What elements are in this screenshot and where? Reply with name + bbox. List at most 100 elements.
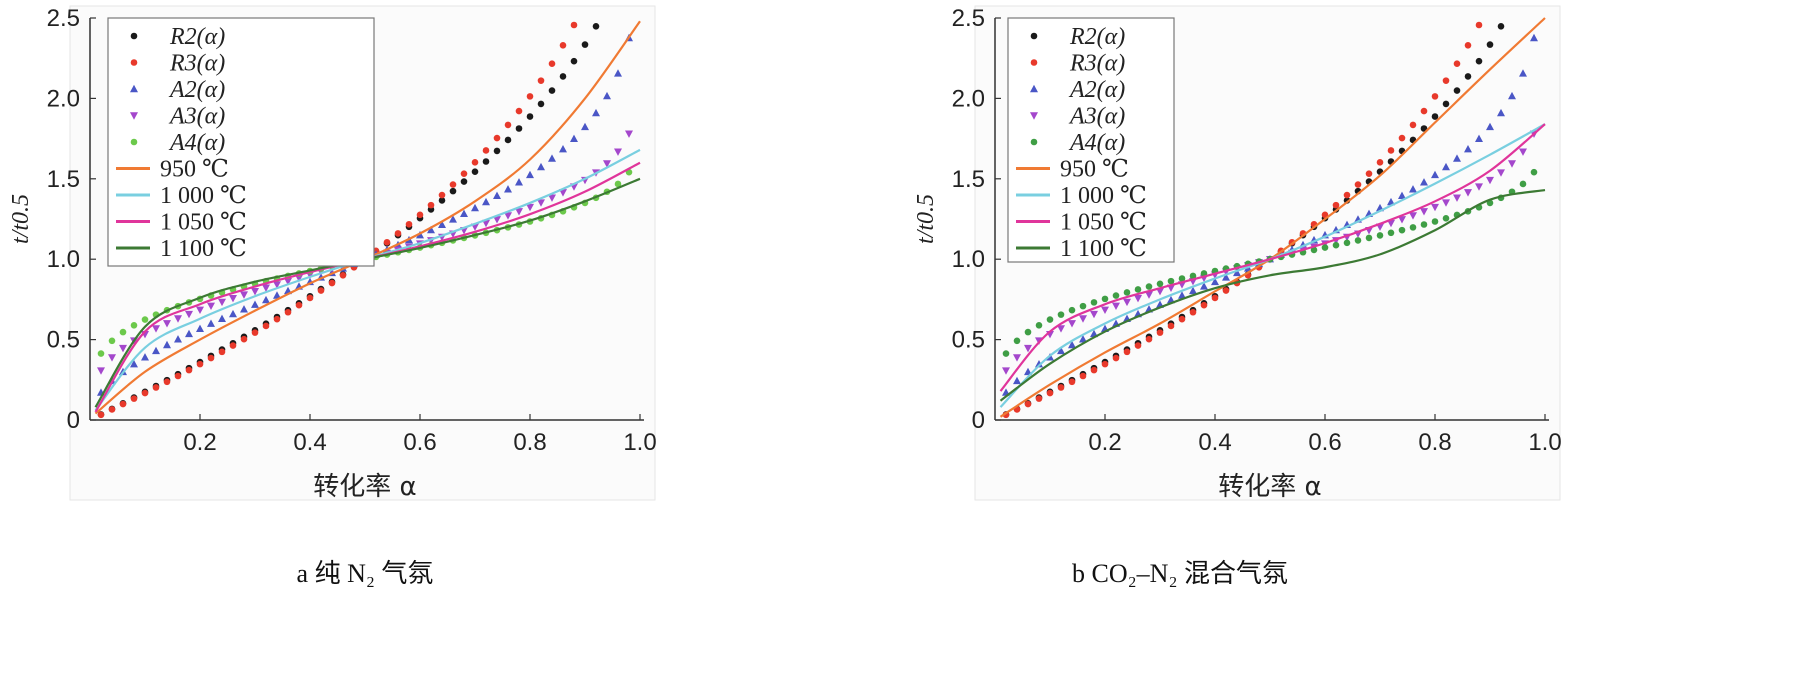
- data-point: [1112, 354, 1120, 362]
- data-point: [273, 281, 281, 289]
- chart-panel-b: 0 0.5 1.0 1.5 2.0 2.5 0.2 0.4 0.6 0.8 1.0 转化率 α t/t0…: [913, 5, 1562, 588]
- data-point: [427, 225, 435, 234]
- data-point: [515, 125, 523, 132]
- data-point: [207, 354, 215, 362]
- data-point: [1332, 201, 1340, 209]
- data-point: [1486, 41, 1494, 48]
- data-point: [1112, 302, 1120, 310]
- data-point: [1420, 208, 1428, 216]
- data-point: [1024, 344, 1032, 353]
- data-point: [1178, 275, 1186, 282]
- series-2: [97, 33, 633, 396]
- data-point: [1409, 212, 1417, 220]
- legend-label: 950 ℃: [160, 157, 229, 183]
- data-point: [1431, 170, 1439, 179]
- data-point: [1365, 170, 1373, 177]
- data-point: [1101, 306, 1109, 314]
- data-point: [130, 322, 138, 329]
- legend-box: [107, 17, 375, 267]
- y-tick-label: 0.5: [952, 327, 985, 354]
- data-point: [218, 314, 226, 323]
- data-point: [262, 322, 270, 330]
- data-point: [185, 366, 193, 374]
- data-point: [174, 372, 182, 380]
- data-point: [438, 220, 446, 228]
- data-point: [1409, 224, 1417, 231]
- series-1: [97, 21, 578, 419]
- data-point: [1156, 329, 1164, 336]
- panel-caption: b CO₂–N₂ 混合气氛: [1072, 559, 1288, 588]
- data-point: [614, 180, 622, 188]
- legend-marker: [130, 138, 138, 146]
- data-point: [1057, 346, 1065, 355]
- data-point: [1211, 277, 1219, 286]
- data-point: [1079, 335, 1087, 343]
- data-point: [1079, 302, 1087, 310]
- y-axis-label: t/t0.5: [913, 194, 939, 244]
- data-point: [284, 308, 292, 316]
- data-point: [273, 315, 281, 323]
- y-tick-label: 2.5: [952, 5, 985, 32]
- data-point: [185, 329, 193, 338]
- data-point: [1079, 372, 1087, 380]
- data-point: [1101, 360, 1109, 368]
- data-point: [482, 147, 490, 154]
- data-point: [548, 87, 556, 94]
- data-point: [1442, 77, 1450, 84]
- data-point: [1068, 340, 1076, 349]
- data-point: [1420, 107, 1428, 115]
- data-point: [526, 170, 534, 179]
- data-point: [559, 144, 567, 153]
- data-point: [1442, 162, 1450, 171]
- data-point: [240, 305, 248, 313]
- data-point: [1178, 291, 1186, 299]
- data-point: [1376, 232, 1384, 239]
- data-point: [471, 168, 479, 175]
- data-point: [339, 271, 347, 279]
- legend-label: 1 050 ℃: [160, 210, 247, 236]
- data-point: [1464, 144, 1472, 153]
- data-point: [1024, 328, 1032, 336]
- data-point: [559, 41, 567, 49]
- data-point: [449, 215, 457, 223]
- legend-label: 1 100 ℃: [1060, 236, 1147, 262]
- legend-label: 1 000 ℃: [160, 183, 247, 209]
- data-point: [614, 69, 622, 77]
- data-point: [1090, 299, 1098, 306]
- data-point: [97, 367, 105, 375]
- data-point: [1387, 219, 1395, 228]
- x-tick-label: 0.6: [1308, 429, 1341, 456]
- data-point: [251, 287, 259, 296]
- data-point: [1167, 322, 1175, 330]
- data-point: [119, 400, 127, 408]
- data-point: [1112, 292, 1120, 299]
- data-point: [251, 300, 259, 308]
- data-point: [1497, 22, 1505, 30]
- data-point: [438, 191, 446, 199]
- data-point: [603, 91, 611, 100]
- data-point: [1398, 216, 1406, 224]
- legend-marker: [130, 112, 138, 120]
- data-point: [1486, 122, 1494, 131]
- y-tick-label: 1.0: [47, 246, 80, 273]
- data-point: [493, 134, 501, 142]
- data-point: [1442, 100, 1450, 108]
- legend-label: A3(α): [1068, 104, 1125, 130]
- data-point: [119, 344, 127, 353]
- data-point: [1167, 277, 1175, 285]
- y-tick-label: 0.5: [47, 327, 80, 354]
- legend-label: 1 050 ℃: [1060, 210, 1147, 236]
- x-tick-label: 0.4: [293, 429, 326, 456]
- data-point: [229, 342, 237, 349]
- legend-marker: [130, 59, 138, 66]
- data-point: [1013, 337, 1021, 345]
- y-tick-label: 1.5: [47, 166, 80, 193]
- data-point: [1134, 295, 1142, 303]
- data-point: [1354, 181, 1362, 188]
- data-point: [1332, 241, 1340, 249]
- data-point: [1475, 134, 1483, 142]
- data-point: [559, 189, 567, 197]
- data-point: [130, 360, 138, 368]
- chart-panel-a: 0 0.5 1.0 1.5 2.0 2.5 0.2 0.4 0.6 0.8 1.0 转化率 α t/t0…: [8, 5, 657, 588]
- data-point: [1475, 57, 1483, 65]
